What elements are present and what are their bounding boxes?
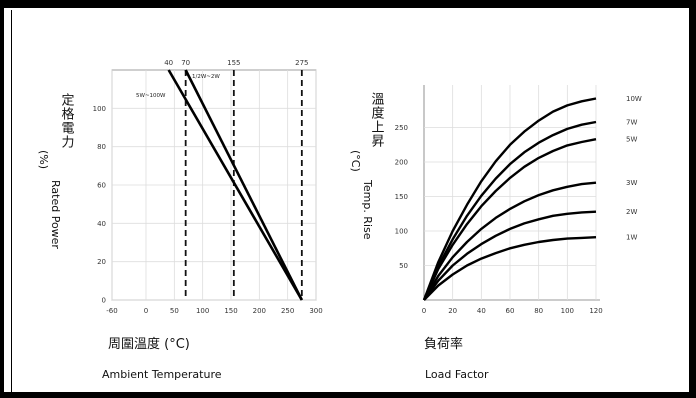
right-series-label: 2W bbox=[626, 208, 637, 216]
right-y-tick-label: 200 bbox=[395, 159, 408, 167]
left-y-tick-label: 80 bbox=[97, 143, 106, 151]
right-x-tick-label: 20 bbox=[448, 307, 457, 315]
right-y-tick-label: 50 bbox=[399, 262, 408, 270]
right-ylabel-unit: (°C) bbox=[349, 150, 362, 172]
left-y-tick-label: 100 bbox=[93, 105, 106, 113]
left-y-tick-label: 40 bbox=[97, 220, 106, 228]
left-x-tick-label: -60 bbox=[106, 307, 117, 315]
right-temp-rise-curve bbox=[423, 236, 597, 301]
left-ylabel-unit: (%) bbox=[37, 150, 50, 169]
left-xlabel-cjk: 周圍溫度 (°C) bbox=[108, 336, 190, 352]
left-x-tick-label: 50 bbox=[170, 307, 179, 315]
left-derating-line bbox=[184, 69, 303, 301]
right-series-label: 7W bbox=[626, 118, 637, 126]
right-xlabel-cjk: 負荷率 bbox=[424, 336, 463, 352]
left-top-tick-label: 70 bbox=[181, 59, 190, 67]
right-ylabel-cjk: 溫度上昇 bbox=[369, 92, 385, 148]
left-top-tick-label: 40 bbox=[164, 59, 173, 67]
left-top-tick-label: 275 bbox=[295, 59, 308, 67]
left-xlabel-en: Ambient Temperature bbox=[102, 368, 222, 381]
right-y-tick-label: 250 bbox=[395, 124, 408, 132]
left-y-axis-title: 定格電力 (%) Rated Power bbox=[37, 93, 74, 249]
right-y-tick-label: 100 bbox=[395, 228, 408, 236]
right-xlabel-en: Load Factor bbox=[425, 368, 489, 381]
frame-inner-divider bbox=[11, 10, 12, 398]
right-x-tick-label: 40 bbox=[477, 307, 486, 315]
right-series-label: 5W bbox=[626, 136, 637, 144]
right-temp-rise-curve bbox=[423, 210, 597, 301]
right-temp-rise-plot: 0 20 40 60 80 100 120 50 100 150 200 250 10W 7W 5W 3W 2W… bbox=[395, 85, 642, 315]
left-x-tick-label: 100 bbox=[196, 307, 209, 315]
left-y-tick-label: 0 bbox=[102, 297, 106, 305]
right-x-tick-label: 60 bbox=[506, 307, 515, 315]
left-annotation-label: 5W~100W bbox=[136, 93, 166, 99]
left-ylabel-en: Rated Power bbox=[49, 180, 62, 249]
right-series-label: 3W bbox=[626, 179, 637, 187]
left-x-tick-label: 300 bbox=[309, 307, 322, 315]
left-annotation-label: 1/2W~2W bbox=[192, 74, 220, 80]
right-x-tick-label: 120 bbox=[589, 307, 602, 315]
right-temp-rise-curve bbox=[422, 120, 597, 301]
right-series-label: 1W bbox=[626, 234, 637, 242]
left-top-tick-label: 155 bbox=[227, 59, 240, 67]
right-temp-rise-curve bbox=[422, 181, 597, 301]
left-derating-line bbox=[167, 69, 303, 301]
left-x-tick-label: 0 bbox=[144, 307, 148, 315]
right-y-tick-label: 150 bbox=[395, 193, 408, 201]
right-x-tick-label: 0 bbox=[422, 307, 426, 315]
right-x-tick-label: 80 bbox=[534, 307, 543, 315]
right-y-axis-title: 溫度上昇 (°C) Temp. Rise bbox=[349, 92, 384, 240]
right-x-tick-label: 100 bbox=[561, 307, 574, 315]
left-y-tick-label: 20 bbox=[97, 258, 106, 266]
right-temp-rise-curve bbox=[422, 138, 597, 301]
left-ylabel-cjk: 定格電力 bbox=[59, 93, 75, 149]
left-y-tick-label: 60 bbox=[97, 182, 106, 190]
left-x-tick-label: 150 bbox=[224, 307, 237, 315]
right-ylabel-en: Temp. Rise bbox=[361, 179, 374, 240]
right-temp-rise-curve bbox=[422, 97, 597, 301]
right-series-label: 10W bbox=[626, 95, 642, 103]
left-x-tick-label: 250 bbox=[281, 307, 294, 315]
left-x-tick-label: 200 bbox=[253, 307, 266, 315]
